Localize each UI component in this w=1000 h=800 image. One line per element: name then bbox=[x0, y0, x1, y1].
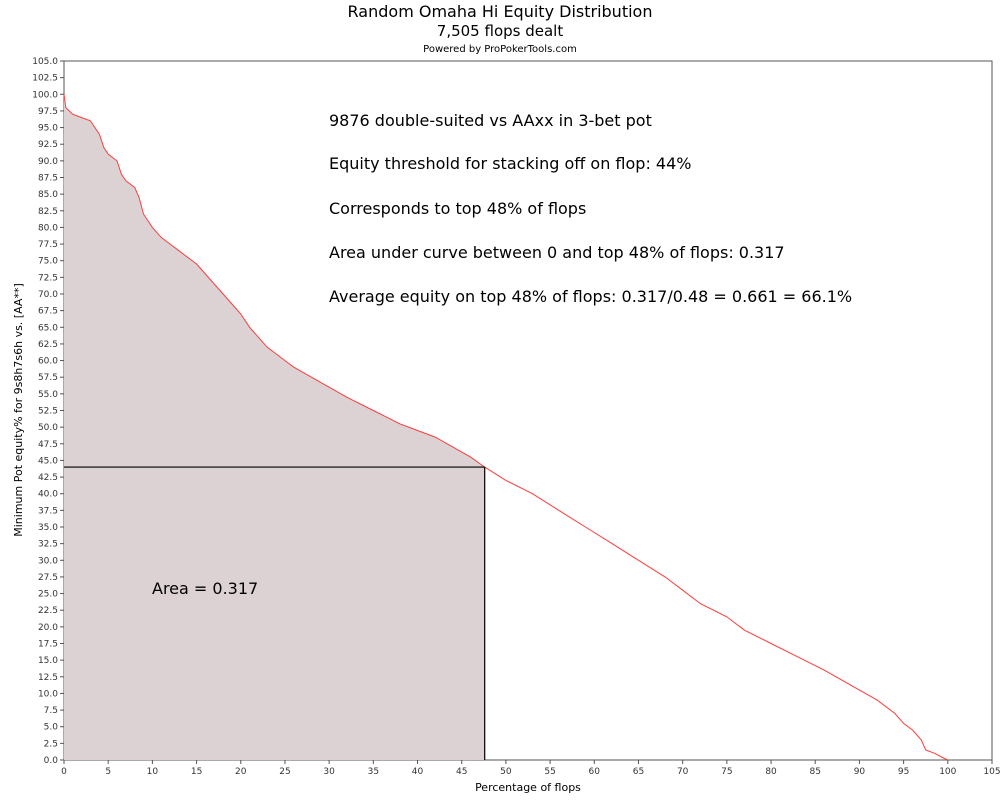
y-tick-label: 32.5 bbox=[38, 540, 58, 550]
annotation-line-4: Area under curve between 0 and top 48% o… bbox=[329, 243, 785, 262]
y-tick-label: 92.5 bbox=[38, 140, 58, 150]
y-tick-label: 100.0 bbox=[32, 90, 58, 100]
y-tick-label: 17.5 bbox=[38, 640, 58, 650]
y-tick-label: 42.5 bbox=[38, 473, 58, 483]
x-tick-label: 95 bbox=[898, 767, 909, 777]
x-tick-label: 70 bbox=[677, 767, 689, 777]
x-tick-label: 20 bbox=[235, 767, 247, 777]
y-tick-label: 75.0 bbox=[38, 257, 58, 267]
x-tick-label: 105 bbox=[983, 767, 1000, 777]
annotation-line-1: 9876 double-suited vs AAxx in 3-bet pot bbox=[329, 111, 652, 130]
chart-title: Random Omaha Hi Equity Distribution bbox=[348, 2, 653, 21]
y-tick-label: 50.0 bbox=[38, 423, 58, 433]
annotation-line-2: Equity threshold for stacking off on flo… bbox=[329, 154, 691, 173]
y-tick-label: 47.5 bbox=[38, 440, 58, 450]
y-tick-label: 0.0 bbox=[44, 756, 59, 766]
annotation-line-3: Corresponds to top 48% of flops bbox=[329, 199, 586, 218]
y-tick-label: 45.0 bbox=[38, 456, 58, 466]
y-tick-label: 55.0 bbox=[38, 390, 58, 400]
y-tick-label: 40.0 bbox=[38, 490, 58, 500]
x-tick-label: 85 bbox=[810, 767, 821, 777]
x-tick-label: 80 bbox=[765, 767, 777, 777]
y-tick-label: 97.5 bbox=[38, 107, 58, 117]
x-tick-label: 5 bbox=[105, 767, 111, 777]
y-tick-label: 52.5 bbox=[38, 407, 58, 417]
x-axis-ticks: 0 5 10 15 20 25 30 35 40 45 50 55 60 65 70 75 80 85 90 95 10… bbox=[61, 760, 1000, 777]
y-tick-label: 35.0 bbox=[38, 523, 58, 533]
y-tick-label: 102.5 bbox=[32, 74, 58, 84]
y-tick-label: 7.5 bbox=[44, 706, 58, 716]
y-tick-label: 5.0 bbox=[44, 723, 59, 733]
y-tick-label: 95.0 bbox=[38, 124, 58, 134]
y-tick-label: 37.5 bbox=[38, 506, 58, 516]
y-tick-label: 2.5 bbox=[44, 739, 58, 749]
y-tick-label: 27.5 bbox=[38, 573, 58, 583]
y-tick-label: 57.5 bbox=[38, 373, 58, 383]
y-tick-label: 60.0 bbox=[38, 357, 58, 367]
x-tick-label: 30 bbox=[323, 767, 335, 777]
chart-credit: Powered by ProPokerTools.com bbox=[423, 44, 577, 55]
y-tick-label: 80.0 bbox=[38, 223, 58, 233]
y-tick-label: 105.0 bbox=[32, 57, 58, 67]
series-line bbox=[63, 94, 949, 761]
y-tick-label: 65.0 bbox=[38, 323, 58, 333]
y-tick-label: 20.0 bbox=[38, 623, 58, 633]
x-axis-label: Percentage of flops bbox=[475, 781, 581, 794]
y-tick-label: 87.5 bbox=[38, 174, 58, 184]
x-tick-label: 90 bbox=[854, 767, 866, 777]
y-tick-label: 62.5 bbox=[38, 340, 58, 350]
y-tick-label: 10.0 bbox=[38, 689, 58, 699]
y-tick-label: 77.5 bbox=[38, 240, 58, 250]
y-axis-ticks: 0.0 2.5 5.0 7.5 10.0 12.5 15.0 17.5 20.0 22.5 25.0… bbox=[32, 57, 64, 766]
annotation-line-5: Average equity on top 48% of flops: 0.31… bbox=[329, 287, 852, 306]
x-tick-label: 65 bbox=[633, 767, 644, 777]
y-tick-label: 25.0 bbox=[38, 590, 58, 600]
y-tick-label: 85.0 bbox=[38, 190, 58, 200]
y-tick-label: 22.5 bbox=[38, 606, 58, 616]
x-tick-label: 35 bbox=[368, 767, 379, 777]
x-tick-label: 50 bbox=[500, 767, 512, 777]
y-tick-label: 72.5 bbox=[38, 273, 58, 283]
x-tick-label: 40 bbox=[412, 767, 424, 777]
y-tick-label: 15.0 bbox=[38, 656, 58, 666]
x-tick-label: 60 bbox=[589, 767, 601, 777]
x-tick-label: 45 bbox=[456, 767, 467, 777]
x-tick-label: 0 bbox=[61, 767, 67, 777]
chart-subtitle: 7,505 flops dealt bbox=[437, 22, 564, 40]
y-tick-label: 70.0 bbox=[38, 290, 58, 300]
y-axis-label: Minimum Pot equity% for 9s8h7s6h vs. [AA… bbox=[12, 283, 25, 537]
y-tick-label: 12.5 bbox=[38, 673, 58, 683]
x-tick-label: 100 bbox=[939, 767, 956, 777]
area-under-curve bbox=[64, 94, 485, 760]
area-label: Area = 0.317 bbox=[152, 579, 258, 598]
x-tick-label: 25 bbox=[279, 767, 290, 777]
x-tick-label: 10 bbox=[147, 767, 159, 777]
x-tick-label: 15 bbox=[191, 767, 202, 777]
y-tick-label: 67.5 bbox=[38, 307, 58, 317]
x-tick-label: 75 bbox=[721, 767, 732, 777]
y-tick-label: 90.0 bbox=[38, 157, 58, 167]
y-tick-label: 30.0 bbox=[38, 556, 58, 566]
y-tick-label: 82.5 bbox=[38, 207, 58, 217]
x-tick-label: 55 bbox=[544, 767, 555, 777]
